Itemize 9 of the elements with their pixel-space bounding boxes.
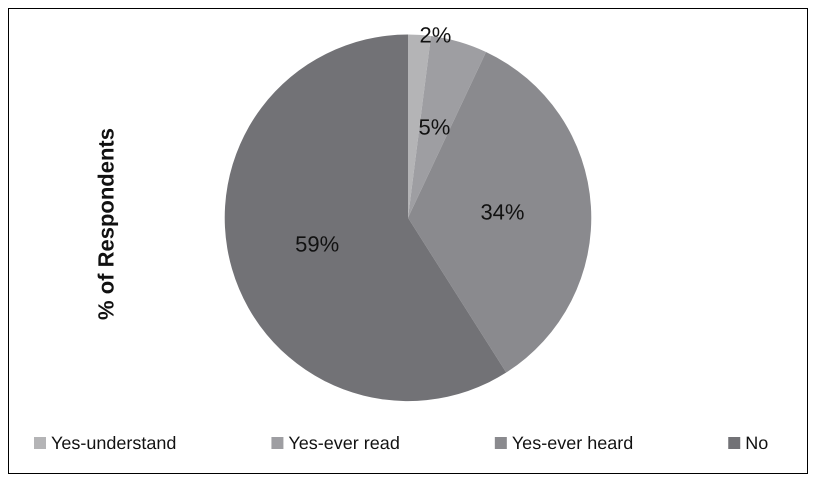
text: % of Respondents — [94, 128, 118, 320]
data-label: 34% — [480, 199, 524, 224]
data-label: 59% — [295, 232, 340, 257]
legend-label: Yes-ever heard — [512, 433, 634, 453]
legend-label: Yes-ever read — [288, 433, 400, 453]
legend-label: No — [745, 433, 768, 453]
legend-label: Yes-understand — [51, 433, 176, 453]
data-label: 2% — [420, 22, 452, 48]
data-label: 5% — [418, 114, 450, 140]
